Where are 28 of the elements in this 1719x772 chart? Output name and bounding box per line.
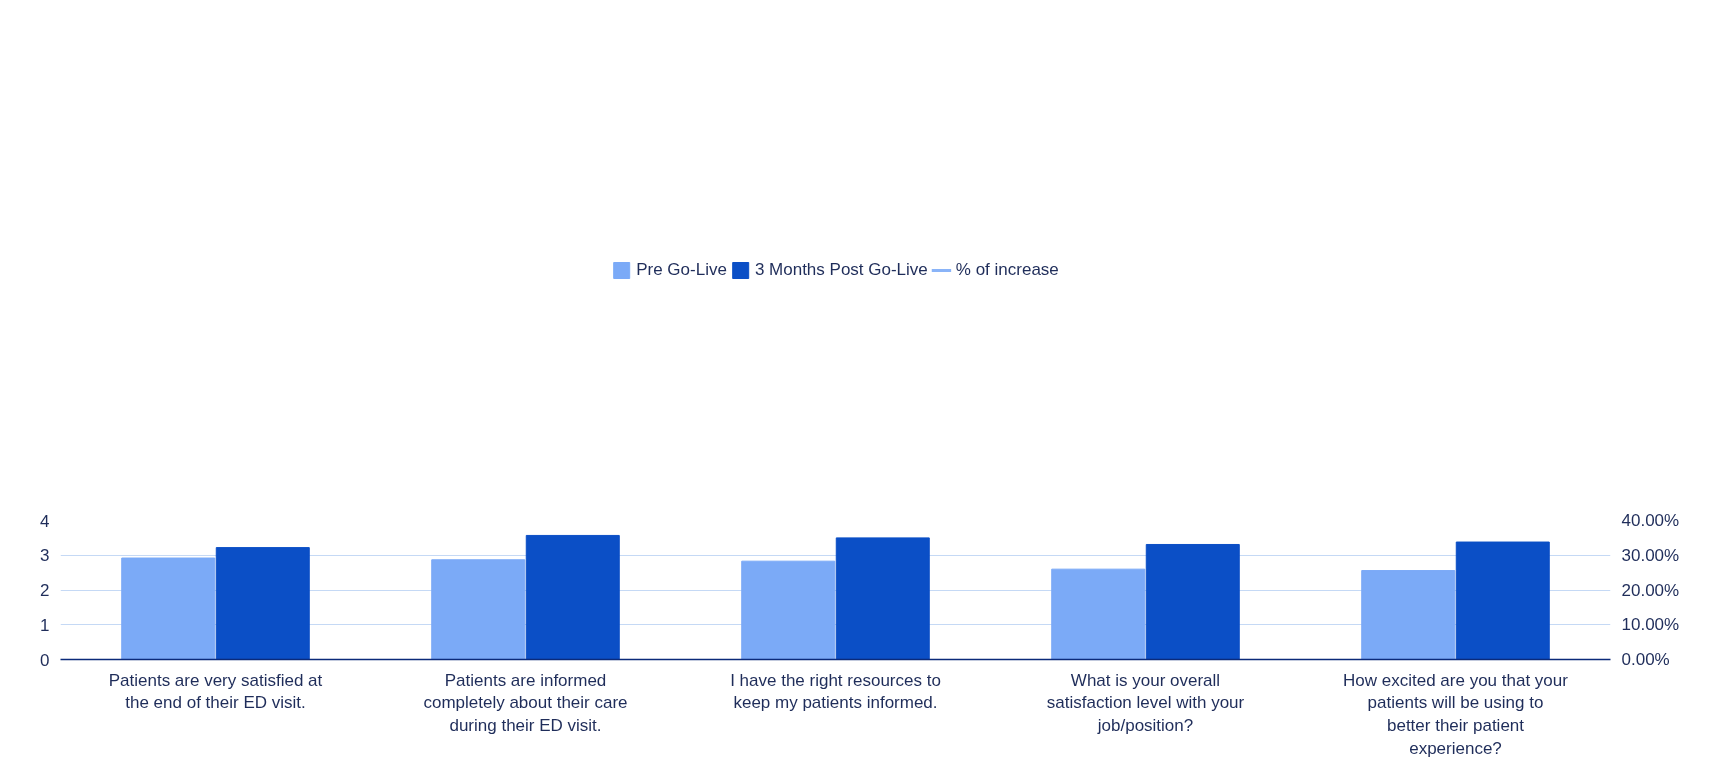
x-tick-label: I have the right resources to keep my patients informed. xyxy=(730,670,941,713)
bar xyxy=(431,559,526,660)
bar xyxy=(1145,543,1240,660)
y2-tick-label: 20.00% xyxy=(1621,580,1680,600)
y-tick-label: 2 xyxy=(40,581,50,600)
x-tick-label: What is your overall satisfaction level with your job/position? xyxy=(1046,670,1245,736)
bar xyxy=(1361,570,1456,660)
x-tick-label: How excited are you that your patients will be using to better their patient experience? xyxy=(1343,670,1569,758)
y-tick-label: 3 xyxy=(40,546,50,566)
y2-tick-label: 10.00% xyxy=(1621,615,1680,635)
bar xyxy=(1051,568,1146,660)
y-tick-label: 1 xyxy=(40,615,50,635)
bar xyxy=(835,537,930,660)
y-tick-label: 0 xyxy=(40,650,50,670)
legend-label: Pre Go-Live xyxy=(636,260,727,280)
legend-label: 3 Months Post Go-Live xyxy=(754,260,928,280)
bar xyxy=(525,534,620,660)
y2-tick-label: 40.00% xyxy=(1621,511,1680,530)
bar xyxy=(1455,541,1550,660)
y2-tick-label: 30.00% xyxy=(1621,545,1680,565)
bar xyxy=(215,547,310,660)
bar xyxy=(741,560,836,660)
x-tick-label: Patients are informed completely about their care during their ED visit. xyxy=(423,670,628,736)
legend-label: % of increase xyxy=(955,260,1059,280)
y2-tick-label: 0.00% xyxy=(1621,650,1670,669)
bar xyxy=(121,557,216,660)
y-tick-label: 4 xyxy=(40,511,50,531)
x-tick-label: Patients are very satisfied at the end of their ED visit. xyxy=(108,670,323,713)
